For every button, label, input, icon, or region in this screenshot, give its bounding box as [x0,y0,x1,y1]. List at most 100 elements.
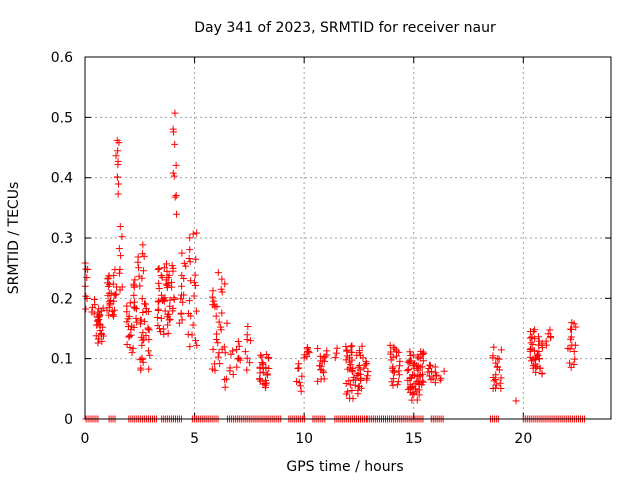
data-point [209,287,217,295]
data-point [247,337,255,345]
data-point [132,314,140,322]
data-point [497,346,505,354]
data-point [170,172,178,180]
data-point [388,378,396,386]
data-point [233,363,241,371]
data-point [243,354,251,362]
data-point [221,349,229,357]
data-point [83,274,91,282]
data-point [114,147,122,155]
data-point [538,370,546,378]
data-point [186,258,194,266]
data-point [111,291,119,299]
data-point [411,372,419,380]
data-point [258,353,266,361]
data-point [295,360,303,368]
data-point [264,371,272,379]
data-point [158,297,166,305]
data-point [214,353,222,361]
data-point [538,339,546,347]
data-point [529,362,537,370]
data-point [532,353,540,361]
data-point [82,305,90,313]
data-point [171,109,179,117]
x-tick-label: 5 [190,431,199,447]
data-point [104,275,112,283]
data-point [104,282,112,290]
data-point [110,312,118,320]
data-point [431,379,439,387]
data-point [139,267,147,275]
data-point [110,271,118,279]
data-point [129,344,137,352]
data-point [246,359,254,367]
data-point [344,365,352,373]
data-point [424,368,432,376]
data-point [214,269,222,277]
data-point [171,193,179,201]
data-point [182,262,190,270]
data-point [178,316,186,324]
data-point [320,375,328,383]
data-point [105,298,113,306]
data-point [117,252,125,260]
data-point [116,265,124,273]
data-point [571,355,579,363]
data-point [168,262,176,270]
data-point [154,306,162,314]
data-point [133,318,141,326]
data-point [173,210,181,218]
data-point [213,330,221,338]
data-point [115,269,123,277]
data-point [138,295,146,303]
data-point [226,364,234,372]
data-point [389,375,397,383]
data-point [413,353,421,361]
data-point [208,365,216,373]
data-point [155,265,163,273]
data-point [114,190,122,198]
data-point [354,369,362,377]
data-point [364,367,372,375]
data-point [109,280,117,288]
data-point [139,309,147,317]
data-point [235,354,243,362]
data-point [316,362,324,370]
data-point [125,332,133,340]
plot-frame [84,56,612,420]
data-point [116,223,124,231]
data-point [97,329,105,337]
data-point [130,280,138,288]
data-point [185,297,193,305]
data-point [417,347,425,355]
data-point [164,329,172,337]
data-point [128,349,136,357]
data-point [154,265,162,273]
data-point [154,322,162,330]
data-point [531,326,539,334]
data-point [526,328,534,336]
data-point [142,300,150,308]
data-point [390,368,398,376]
data-point [154,298,162,306]
data-point [115,180,123,188]
data-point [413,396,421,404]
data-point [332,349,340,357]
data-point [139,329,147,337]
data-point [215,318,223,326]
data-point [139,336,147,344]
data-point [155,285,163,293]
data-point [189,230,197,238]
data-point [234,355,242,363]
data-point [494,355,502,363]
data-point [168,278,176,286]
data-point [534,333,542,341]
data-point [490,343,498,351]
data-point [177,295,185,303]
data-point [135,272,143,280]
data-point [169,125,177,133]
y-tick-label: 0 [64,412,73,428]
data-point [208,293,216,301]
data-point [157,271,165,279]
